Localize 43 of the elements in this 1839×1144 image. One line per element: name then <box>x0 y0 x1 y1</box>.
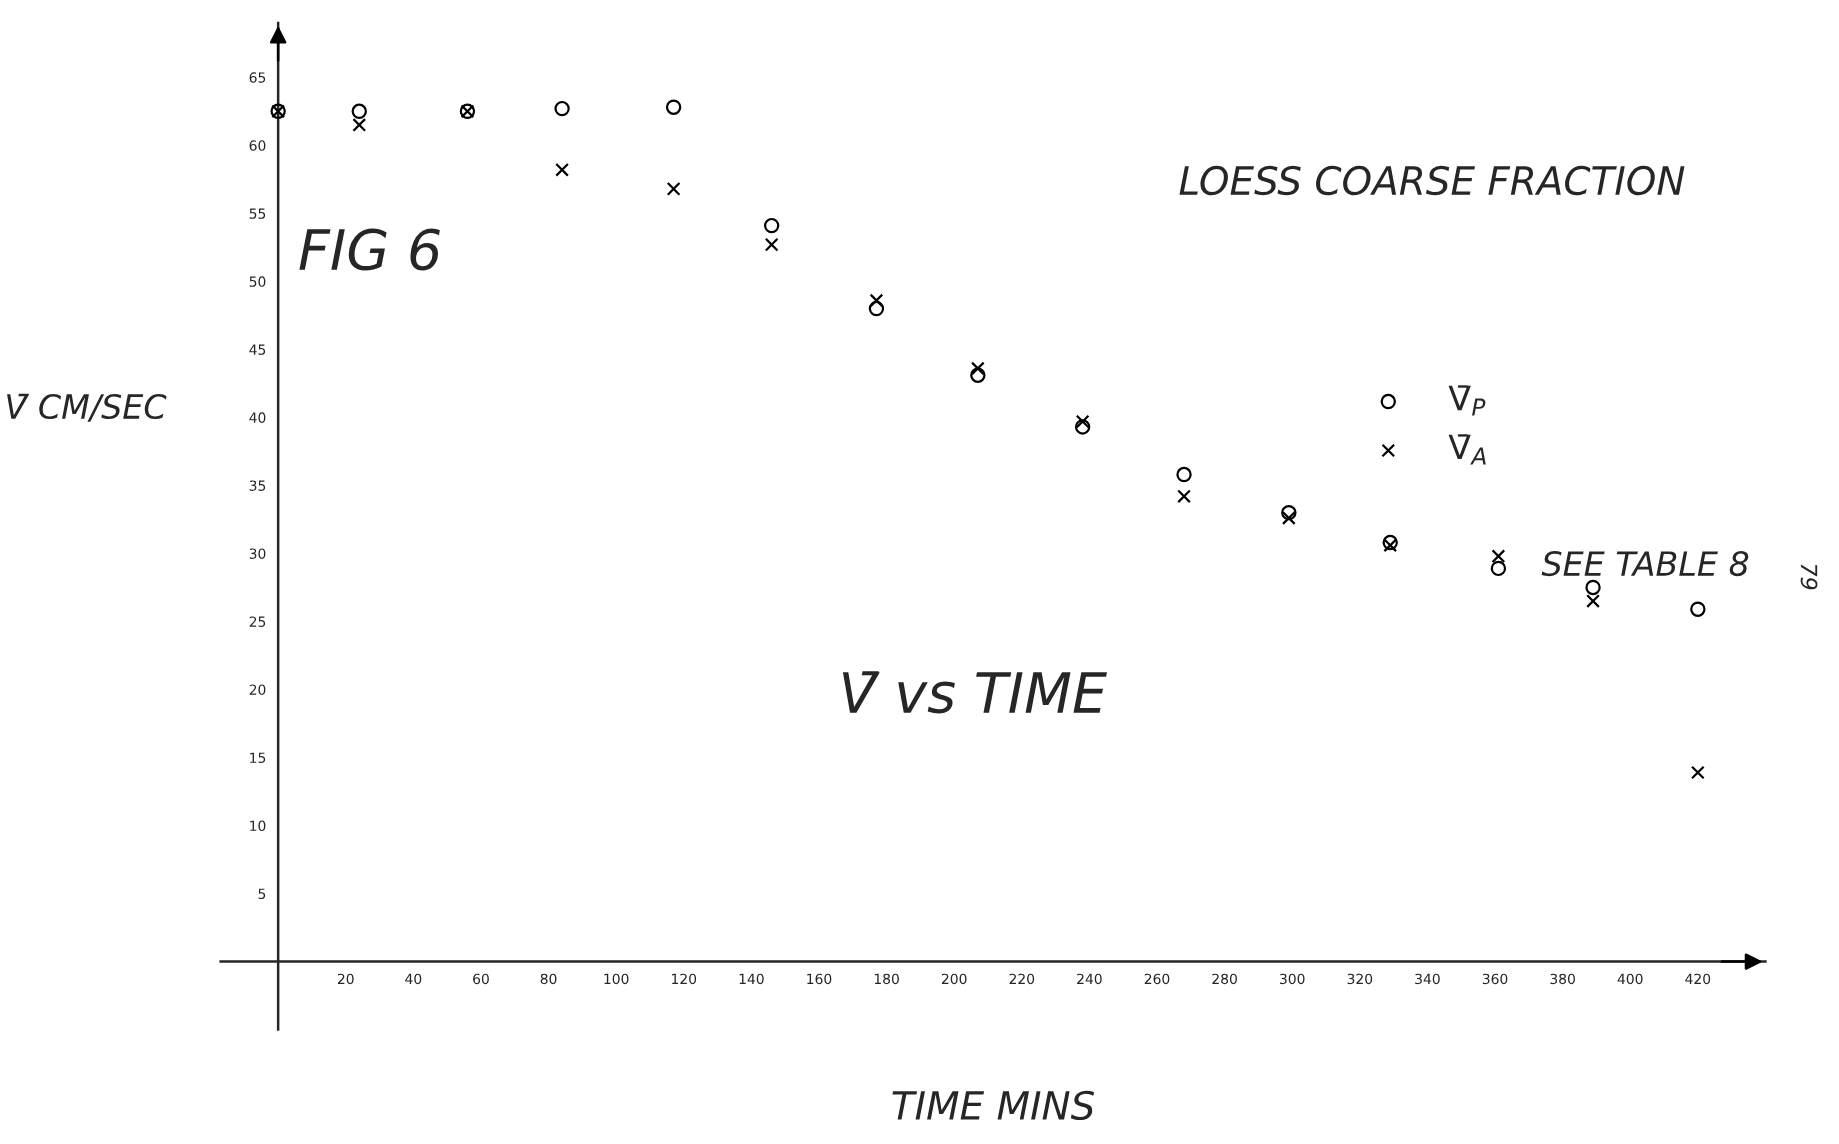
y-tick-label: 55 <box>249 208 266 219</box>
x-tick-label: 140 <box>739 973 764 985</box>
x-tick-label: 180 <box>874 973 899 985</box>
x-tick-label: 200 <box>941 973 967 985</box>
x-tick-label: 60 <box>473 973 489 985</box>
y-tick-label: 65 <box>249 72 266 83</box>
x-tick-label: 340 <box>1415 973 1440 985</box>
y-tick-label: 30 <box>249 548 266 559</box>
y-tick-label: 25 <box>249 616 266 627</box>
legend-label: V̄$_{A}$ <box>1448 434 1486 465</box>
x-tick-label: 320 <box>1347 973 1373 985</box>
x-tick-label: 280 <box>1212 973 1237 985</box>
x-tick-label: 40 <box>405 973 422 985</box>
y-tick-label: 45 <box>249 344 266 355</box>
annotation: FIG 6 <box>299 228 440 271</box>
y-axis-title: V̄ CM/SEC <box>7 393 167 422</box>
x-tick-label: 100 <box>604 973 629 985</box>
y-tick-label: 5 <box>258 888 266 900</box>
x-tick-label: 120 <box>672 973 697 985</box>
y-tick-label: 40 <box>249 412 266 423</box>
x-tick-label: 360 <box>1482 973 1508 985</box>
x-tick-label: 400 <box>1617 973 1643 985</box>
x-tick-label: 160 <box>807 973 832 985</box>
annotation: V̄ vs TIME <box>842 671 1107 714</box>
y-tick-label: 15 <box>250 752 266 763</box>
y-tick-label: 35 <box>249 480 266 491</box>
x-tick-label: 420 <box>1685 973 1711 985</box>
x-tick-label: 380 <box>1550 973 1575 985</box>
x-axis-title: TIME MINS <box>892 1090 1095 1121</box>
x-tick-label: 240 <box>1077 973 1102 985</box>
y-tick-label: 20 <box>249 684 266 695</box>
legend-label: V̄$_{P}$ <box>1448 385 1486 416</box>
y-tick-label: 50 <box>249 276 266 287</box>
text: 79 <box>1800 564 1818 590</box>
annotation: LOESS COARSE FRACTION <box>1179 165 1685 196</box>
annotation: SEE TABLE 8 <box>1541 550 1749 577</box>
y-tick-label: 10 <box>250 820 266 832</box>
y-tick-label: 60 <box>249 140 266 151</box>
x-tick-label: 220 <box>1009 973 1035 985</box>
x-tick-label: 20 <box>337 973 354 985</box>
x-tick-label: 80 <box>540 973 557 985</box>
x-tick-label: 300 <box>1280 973 1305 985</box>
x-tick-label: 260 <box>1144 973 1170 985</box>
